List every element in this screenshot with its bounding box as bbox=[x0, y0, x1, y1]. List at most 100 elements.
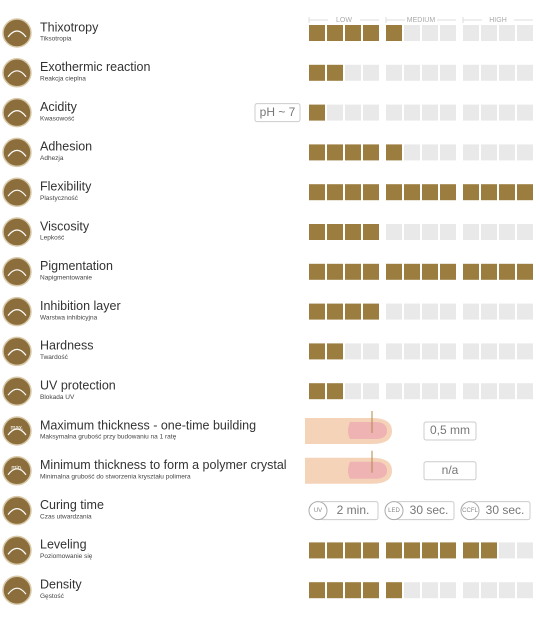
empty-square bbox=[404, 582, 420, 599]
filled-square bbox=[345, 184, 361, 201]
filled-square bbox=[309, 64, 325, 81]
empty-square bbox=[517, 144, 533, 161]
filled-square bbox=[327, 542, 343, 559]
filled-square bbox=[481, 263, 497, 280]
icon-glyph bbox=[7, 189, 27, 197]
empty-square bbox=[422, 25, 438, 41]
filled-square bbox=[481, 184, 497, 201]
row-title: Density bbox=[40, 577, 82, 591]
row-title: Curing time bbox=[40, 498, 104, 512]
filled-square bbox=[440, 542, 456, 559]
filled-square bbox=[386, 144, 402, 161]
empty-square bbox=[481, 303, 497, 320]
row-subtitle: Gęstość bbox=[40, 593, 65, 600]
row-subtitle: Napigmentowanie bbox=[40, 275, 92, 282]
icon-glyph bbox=[7, 110, 27, 117]
value-box bbox=[423, 421, 477, 441]
empty-square bbox=[363, 104, 379, 121]
icon-glyph bbox=[7, 547, 27, 555]
empty-square bbox=[404, 104, 420, 121]
empty-square bbox=[517, 104, 533, 121]
filled-square bbox=[422, 263, 438, 280]
filled-square bbox=[517, 263, 533, 280]
empty-square bbox=[422, 64, 438, 81]
empty-square bbox=[345, 383, 361, 400]
row-title: Adhesion bbox=[40, 140, 92, 154]
scale-label: LOW bbox=[336, 17, 352, 24]
nail bbox=[348, 422, 387, 439]
filled-square bbox=[481, 542, 497, 559]
filled-square bbox=[327, 303, 343, 320]
empty-square bbox=[440, 383, 456, 400]
empty-square bbox=[481, 383, 497, 400]
icon bbox=[2, 336, 32, 367]
rating bbox=[309, 25, 533, 41]
filled-square bbox=[345, 25, 361, 41]
empty-square bbox=[499, 64, 515, 81]
empty-square bbox=[440, 224, 456, 240]
filled-square bbox=[386, 542, 402, 559]
filled-square bbox=[386, 25, 402, 41]
icon-glyph bbox=[7, 468, 27, 476]
empty-square bbox=[422, 224, 438, 240]
empty-square bbox=[517, 224, 533, 240]
time-label: UV bbox=[314, 508, 322, 514]
icon bbox=[2, 575, 32, 605]
value: n/a bbox=[442, 463, 459, 477]
note: pH ~ 7 bbox=[260, 105, 296, 119]
icon-glyph bbox=[7, 587, 27, 595]
icon bbox=[2, 58, 32, 88]
empty-square bbox=[517, 542, 533, 559]
icon-glyph bbox=[7, 428, 27, 436]
time-value: 2 min. bbox=[337, 503, 370, 517]
empty-square bbox=[463, 343, 479, 360]
row-subtitle: Reakcja cieplna bbox=[40, 76, 86, 83]
icon-glyph bbox=[7, 269, 27, 277]
nail bbox=[348, 461, 387, 479]
row-title: UV protection bbox=[40, 378, 116, 392]
time-label: CCFL bbox=[462, 508, 478, 514]
filled-square bbox=[440, 263, 456, 280]
rating bbox=[309, 224, 533, 240]
empty-square bbox=[404, 343, 420, 360]
rating bbox=[309, 542, 533, 559]
row-subtitle: Warstwa inhibicyjna bbox=[40, 314, 98, 321]
empty-square bbox=[463, 25, 479, 41]
rating bbox=[309, 582, 533, 599]
empty-square bbox=[481, 582, 497, 599]
filled-square bbox=[499, 263, 515, 280]
filled-square bbox=[309, 104, 325, 121]
row-title: Thixotropy bbox=[40, 20, 99, 34]
row-subtitle: Minimalna grubość do stworzenia kryształ… bbox=[40, 474, 191, 481]
empty-square bbox=[386, 343, 402, 360]
empty-square bbox=[499, 25, 515, 41]
empty-square bbox=[517, 343, 533, 360]
icon-glyph bbox=[7, 348, 27, 356]
filled-square bbox=[363, 144, 379, 161]
filled-square bbox=[327, 343, 343, 360]
row-subtitle: Lepkość bbox=[40, 235, 65, 242]
row-subtitle: Plastyczność bbox=[40, 195, 79, 202]
time-badge bbox=[460, 501, 480, 521]
empty-square bbox=[463, 104, 479, 121]
row-title: Leveling bbox=[40, 538, 87, 552]
value-box bbox=[423, 461, 477, 481]
row-title: Flexibility bbox=[40, 179, 92, 193]
empty-square bbox=[363, 343, 379, 360]
filled-square bbox=[363, 224, 379, 240]
empty-square bbox=[463, 383, 479, 400]
empty-square bbox=[440, 303, 456, 320]
filled-square bbox=[386, 184, 402, 201]
empty-square bbox=[404, 144, 420, 161]
empty-square bbox=[463, 224, 479, 240]
filled-square bbox=[309, 303, 325, 320]
icon bbox=[2, 257, 32, 287]
empty-square bbox=[517, 303, 533, 320]
filled-square bbox=[404, 542, 420, 559]
filled-square bbox=[499, 184, 515, 201]
row-title: Minimum thickness to form a polymer crys… bbox=[40, 458, 287, 472]
filled-square bbox=[363, 303, 379, 320]
empty-square bbox=[363, 64, 379, 81]
empty-square bbox=[404, 224, 420, 240]
row-subtitle: Adhezja bbox=[40, 155, 64, 162]
